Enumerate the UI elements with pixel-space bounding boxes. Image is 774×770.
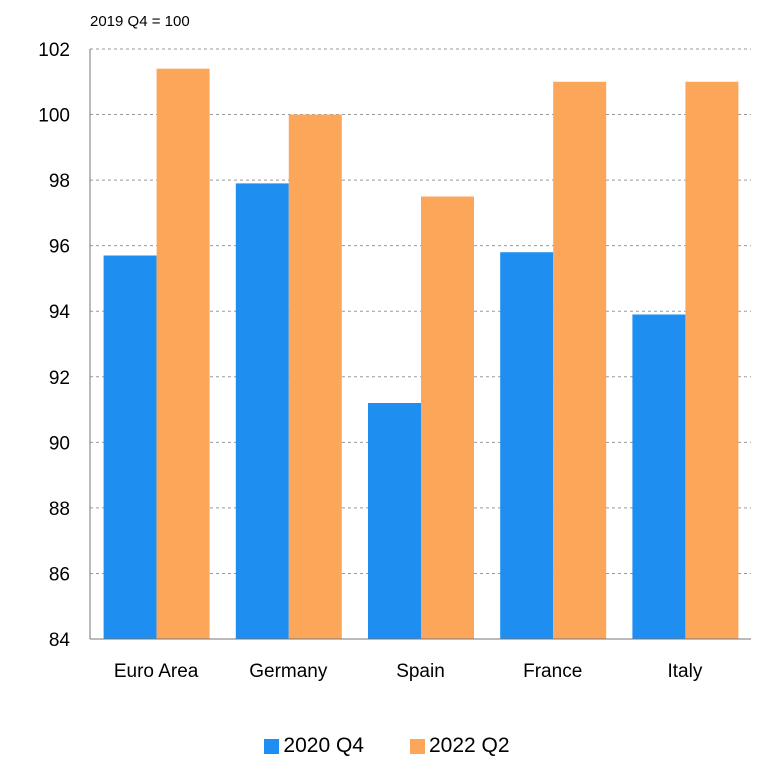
x-tick-germany: Germany [249, 661, 328, 682]
x-tick-spain: Spain [396, 661, 445, 682]
legend-item-2020-q4: 2020 Q4 [264, 734, 364, 758]
bar-italy-2020-q4 [632, 314, 686, 639]
bar-spain-2022-q2 [421, 196, 474, 639]
y-tick-94: 94 [49, 302, 71, 323]
legend-label-2022-q2: 2022 Q2 [429, 734, 510, 757]
x-tick-france: France [523, 661, 582, 682]
bars [103, 68, 739, 640]
bar-germany-2020-q4 [235, 183, 289, 639]
bar-italy-2022-q2 [685, 81, 739, 640]
x-tick-italy: Italy [667, 661, 702, 682]
legend-item-2022-q2: 2022 Q2 [410, 734, 510, 758]
bar-france-2020-q4 [500, 252, 554, 639]
axes [89, 49, 751, 640]
x-tick-labels: Euro Area Germany Spain France Italy [114, 661, 703, 682]
legend-label-2020-q4: 2020 Q4 [283, 734, 364, 757]
y-tick-100: 100 [38, 106, 70, 127]
y-tick-84: 84 [49, 630, 71, 651]
bar-euro-area-2020-q4 [103, 255, 157, 639]
bar-spain-2020-q4 [368, 403, 421, 639]
y-tick-102: 102 [38, 40, 70, 61]
y-unit-label: 2019 Q4 = 100 [90, 13, 190, 30]
y-tick-labels: 84 86 88 90 92 94 96 98 100 102 [38, 40, 70, 651]
legend-swatch-2022-q2 [410, 738, 425, 754]
y-tick-86: 86 [49, 564, 70, 585]
bar-france-2022-q2 [553, 81, 607, 640]
y-tick-96: 96 [49, 237, 70, 258]
legend: 2020 Q4 2022 Q2 [0, 730, 774, 762]
bar-euro-area-2022-q2 [156, 68, 210, 639]
y-tick-88: 88 [49, 499, 70, 520]
legend-swatch-2020-q4 [264, 738, 280, 754]
bar-germany-2022-q2 [288, 114, 342, 640]
y-tick-92: 92 [49, 368, 70, 389]
y-tick-98: 98 [49, 171, 70, 192]
x-tick-euro-area: Euro Area [114, 661, 199, 682]
y-tick-90: 90 [49, 433, 70, 454]
bar-chart: 2019 Q4 = 100 84 86 88 90 92 94 96 98 100 102 Eur… [38, 13, 751, 682]
